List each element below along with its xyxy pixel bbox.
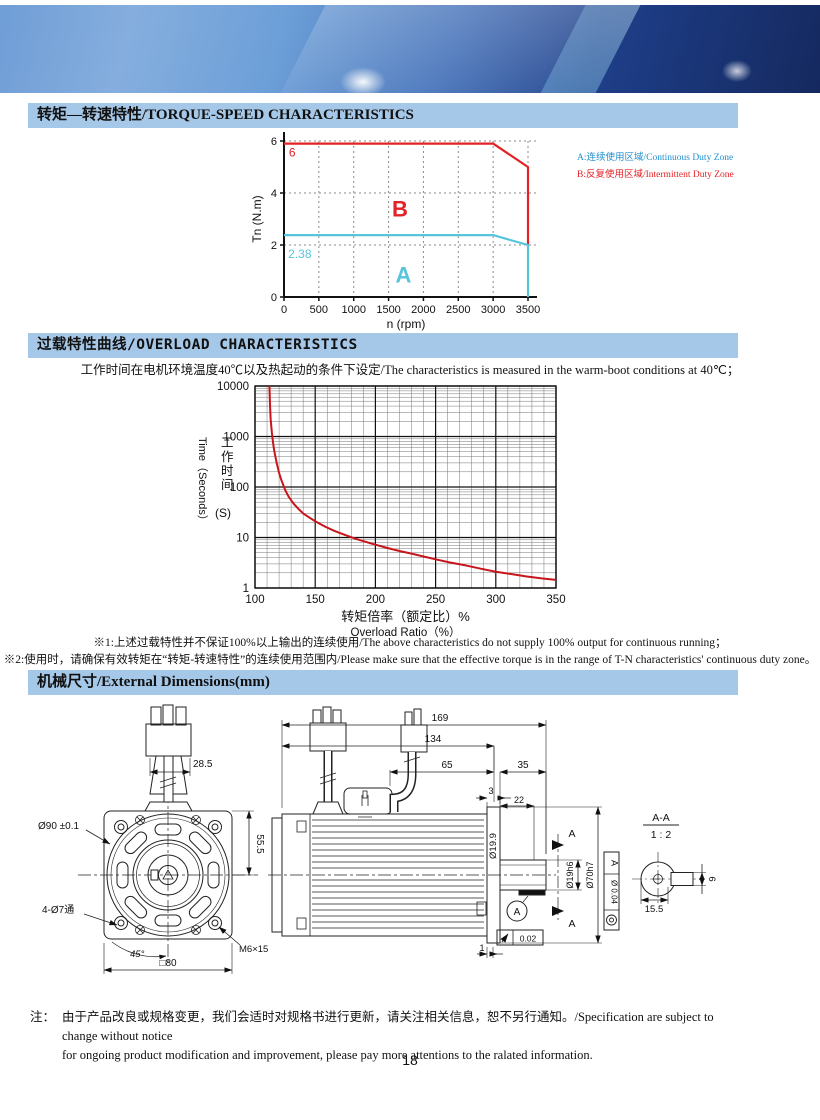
svg-text:0: 0 [281,304,287,316]
legend-item: A:连续使用区域/Continuous Duty Zone [577,153,734,163]
tolerance-value: 0.02 [520,934,537,944]
svg-text:350: 350 [546,594,565,606]
torque-speed-legend: A:连续使用区域/Continuous Duty Zone B:反复使用区域/In… [577,150,734,184]
svg-text:3000: 3000 [481,304,505,316]
footer-note-label: 注： [30,1010,56,1024]
overload-note-1: ※1:上述过载特性并不保证100%以上输出的连续使用/The above cha… [93,637,727,649]
footer-note-line2: for ongoing product modification and imp… [62,1047,593,1062]
front-view-labels: 28.5 Ø90 ±0.1 55.5 4-Ø7通 45° □80 M6×15 [38,759,268,969]
section-arrow-label: A [568,918,575,930]
dim-label: 65 [441,760,453,771]
svg-text:6: 6 [289,146,296,160]
dim-label: Ø19.9 [488,833,499,859]
svg-text:150: 150 [306,594,325,606]
dim-label: 169 [432,713,449,724]
svg-text:6: 6 [271,136,277,148]
torque-speed-chart: 0 500 1000 1500 2000 2500 3000 3500 0 2 4 66 2.38 B An… [250,132,540,331]
footer-note-line1: 由于产品改良或规格变更，我们会适时对规格书进行更新，请关注相关信息，恕不另行通知… [62,1010,714,1043]
svg-text:Tn (N.m): Tn (N.m) [250,195,264,242]
side-connector-left-icon [309,706,347,815]
svg-text:10: 10 [236,533,249,545]
front-view [78,704,258,974]
svg-text:B: B [392,196,408,221]
svg-text:A: A [396,263,412,288]
dim-label: 55.5 [254,834,265,854]
svg-text:Time（Seconds）: Time（Seconds） [196,437,209,526]
section-title-torque-speed: 转矩—转速特性/TORQUE-SPEED CHARACTERISTICS [28,103,738,128]
svg-text:Overload Ratio（%）: Overload Ratio（%） [351,626,461,639]
banner-glow [340,67,386,93]
svg-text:n (rpm): n (rpm) [387,317,426,331]
section-title: A-A [652,812,670,824]
dim-label: 4-Ø7通 [42,904,74,916]
dim-label: 3 [488,786,493,796]
svg-text:2.38: 2.38 [288,247,312,261]
dim-label: 6 [706,876,717,881]
dim-label: 22 [514,795,524,805]
dim-label: □80 [159,958,177,969]
dim-label: 35 [517,760,529,771]
page-number: 18 [402,1052,418,1068]
svg-text:250: 250 [426,594,445,606]
section-scale: 1 : 2 [651,829,672,841]
datum-label: A [514,907,521,918]
overload-subtitle: 工作时间在电机环境温度40℃以及热起动的条件下设定/The characteri… [80,363,740,377]
fan-slots [116,823,220,927]
dim-label: Ø70h7 [585,861,595,888]
svg-text:工作时间: 工作时间 [221,436,234,492]
svg-text:4: 4 [271,188,277,200]
dim-label: 28.5 [193,759,213,770]
svg-text:1000: 1000 [341,304,365,316]
side-view-labels: 169 134 65 35 3 22 Ø19.9 A 0.02 1 A A Ø1… [425,713,620,953]
svg-text:2000: 2000 [411,304,435,316]
svg-text:100: 100 [245,594,264,606]
legend-item: B:反复使用区域/Intermittent Duty Zone [577,170,734,180]
front-connector-icon [144,704,193,812]
dim-label: M6×15 [239,944,268,955]
banner-glow [722,60,752,82]
svg-text:2500: 2500 [446,304,470,316]
svg-text:10000: 10000 [217,381,249,393]
section-aa-view [632,824,706,906]
svg-text:200: 200 [366,594,385,606]
svg-text:3500: 3500 [516,304,540,316]
dim-label: 1 [479,943,484,953]
dim-label: 15.5 [645,904,664,915]
overload-note-2: ※2:使用时，请确保有效转矩在“转矩-转速特性”的连续使用范围内/Please … [3,654,817,666]
overload-chart: 1 10 100 1000 10000 100 150 200 250 300 350 转矩倍率（额定… [196,381,566,639]
svg-text:转矩倍率（额定比）%: 转矩倍率（额定比）% [341,609,470,624]
tolerance-value: Ø 0.04 [610,880,619,905]
dim-label: 134 [425,734,442,745]
svg-text:1: 1 [243,583,249,595]
dim-label: Ø19h6 [565,861,575,888]
svg-text:100: 100 [230,482,249,494]
svg-text:500: 500 [310,304,328,316]
tolerance-datum: A [610,860,620,866]
side-connector-right-icon [389,708,428,812]
svg-text:300: 300 [486,594,505,606]
section-title-dimensions: 机械尺寸/External Dimensions(mm) [28,670,738,695]
svg-text:(S): (S) [215,506,231,520]
svg-text:1000: 1000 [223,432,249,444]
svg-text:2: 2 [271,240,277,252]
svg-text:1500: 1500 [376,304,400,316]
banner-graphic [0,5,820,93]
dim-label: 45° [130,949,145,960]
svg-text:0: 0 [271,292,277,304]
corner-bolts [114,815,222,935]
side-view [268,706,620,958]
section-title-overload: 过载特性曲线/OVERLOAD CHARACTERISTICS [28,333,738,358]
section-aa-labels: A-A 1 : 2 15.5 6 [645,812,717,915]
footer-note: 注： 由于产品改良或规格变更，我们会适时对规格书进行更新，请关注相关信息，恕不另… [30,1008,730,1064]
section-arrow-label: A [568,828,575,840]
external-dimensions-drawing: 28.5 Ø90 ±0.1 55.5 4-Ø7通 45° □80 M6×15 [38,704,717,974]
dim-label: Ø90 ±0.1 [38,821,80,832]
